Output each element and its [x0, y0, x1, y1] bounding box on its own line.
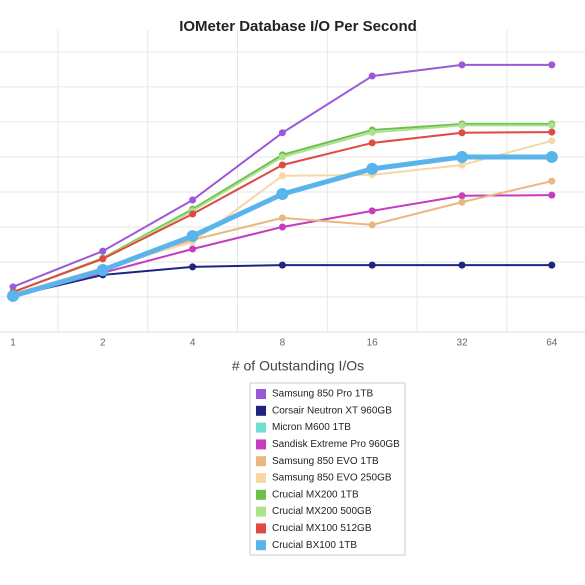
data-point	[189, 263, 197, 271]
legend-label: Sandisk Extreme Pro 960GB	[272, 439, 400, 450]
series-line	[12, 194, 552, 297]
data-point	[278, 261, 286, 269]
data-point	[278, 161, 286, 169]
data-point	[368, 128, 376, 136]
legend-label: Samsung 850 Pro 1TB	[272, 389, 373, 400]
data-point	[458, 261, 466, 269]
x-axis-title: # of Outstanding I/Os	[232, 358, 364, 374]
legend-label: Corsair Neutron XT 960GB	[272, 405, 392, 416]
data-point	[368, 207, 376, 215]
data-point	[456, 150, 468, 163]
data-point	[189, 210, 197, 218]
data-point	[9, 283, 17, 291]
data-point	[276, 188, 289, 201]
chart-title: IOMeter Database I/O Per Second	[179, 18, 417, 35]
data-point	[545, 150, 558, 163]
x-tick-label: 16	[367, 338, 379, 349]
data-point	[96, 264, 109, 277]
legend-swatch	[256, 523, 266, 534]
legend-swatch	[256, 456, 266, 467]
legend-swatch	[256, 489, 266, 500]
data-point	[548, 61, 556, 69]
data-point	[548, 128, 556, 136]
data-point	[7, 289, 19, 302]
x-tick-label: 8	[280, 338, 286, 349]
legend-swatch	[256, 405, 266, 416]
legend-label: Crucial MX200 1TB	[272, 489, 359, 500]
legend-swatch	[256, 422, 266, 433]
legend-swatch	[256, 506, 266, 517]
legend-swatch	[256, 540, 266, 551]
data-point	[189, 245, 197, 253]
legend-label: Crucial BX100 1TB	[272, 540, 357, 551]
data-point	[368, 261, 376, 269]
data-point	[458, 198, 466, 206]
data-point	[368, 72, 376, 80]
data-point	[278, 129, 286, 137]
data-point	[548, 177, 556, 185]
x-tick-label: 1	[10, 338, 16, 349]
data-point	[186, 230, 199, 243]
data-point	[278, 153, 286, 161]
x-tick-label: 4	[190, 338, 196, 349]
legend-label: Crucial MX100 512GB	[272, 523, 372, 534]
data-point	[99, 247, 107, 255]
legend-label: Samsung 850 EVO 1TB	[272, 456, 379, 467]
legend-box	[249, 382, 406, 556]
x-tick-label: 2	[100, 338, 106, 349]
legend-label: Samsung 850 EVO 250GB	[272, 473, 392, 484]
legend-swatch	[256, 389, 266, 399]
data-point	[278, 172, 286, 180]
data-point	[548, 137, 556, 145]
legend-label: Crucial MX200 500GB	[272, 506, 372, 517]
data-point	[368, 221, 376, 229]
data-point	[548, 121, 556, 129]
data-point	[278, 214, 286, 222]
data-point	[458, 161, 466, 169]
data-point	[458, 129, 466, 137]
data-point	[458, 121, 466, 129]
legend-swatch	[256, 439, 266, 450]
data-point	[368, 139, 376, 147]
data-point	[458, 192, 466, 200]
x-tick-label: 64	[546, 338, 558, 349]
data-point	[189, 196, 197, 204]
data-point	[548, 261, 556, 269]
legend-label: Micron M600 1TB	[272, 422, 351, 433]
data-point	[548, 191, 556, 199]
data-point	[458, 61, 466, 69]
data-point	[99, 255, 107, 263]
legend-swatch	[256, 473, 266, 483]
x-tick-label: 32	[456, 338, 468, 349]
data-point	[366, 162, 379, 175]
data-point	[278, 223, 286, 231]
